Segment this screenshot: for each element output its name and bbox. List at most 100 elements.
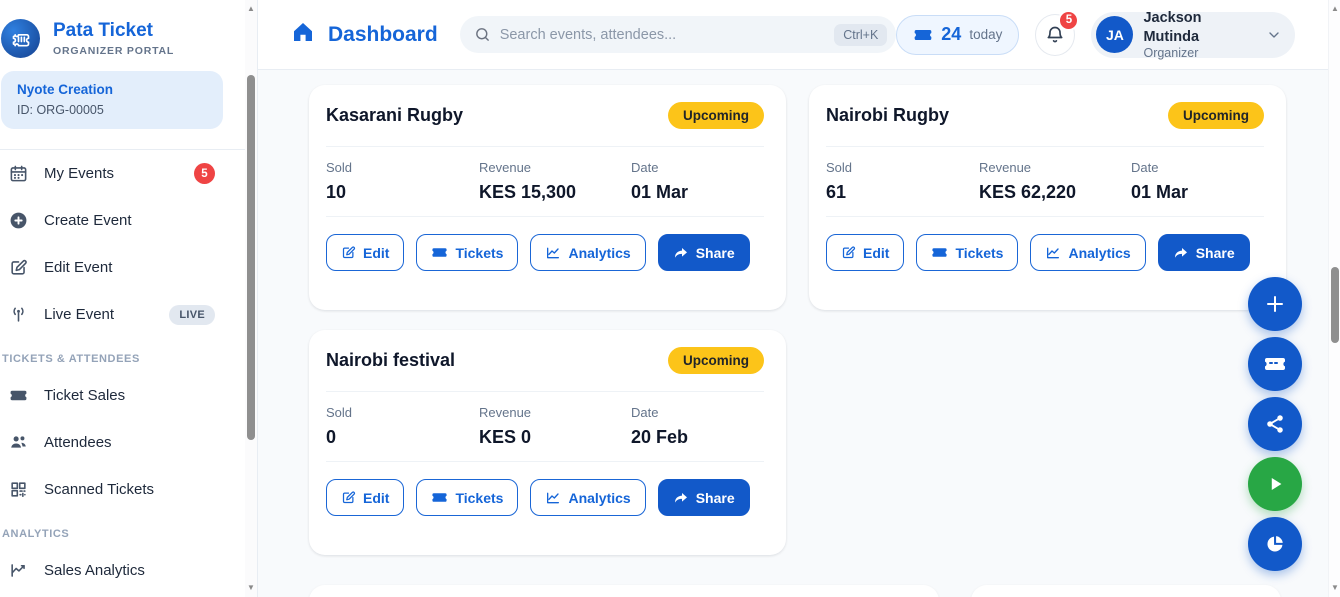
tickets-button[interactable]: Tickets (916, 234, 1019, 271)
my-events-count-badge: 5 (194, 163, 215, 184)
chevron-down-icon (1266, 27, 1282, 43)
organization-id: ID: ORG-00005 (17, 103, 104, 117)
edit-pencil-icon (8, 258, 28, 278)
revenue-label: Revenue (479, 160, 532, 175)
brand-tagline: ORGANIZER PORTAL (53, 44, 175, 57)
sidebar-item-edit-event[interactable]: Edit Event (0, 244, 245, 291)
revenue-value: KES 0 (479, 427, 532, 447)
tickets-button[interactable]: Tickets (416, 479, 519, 516)
analytics-button[interactable]: Analytics (530, 479, 646, 516)
status-badge: Upcoming (668, 347, 764, 374)
event-card-nairobi-rugby: Nairobi Rugby Upcoming Sold 61 Revenue K… (809, 85, 1286, 310)
play-icon (1264, 473, 1286, 495)
date-label: Date (1131, 160, 1159, 175)
sidebar-item-live-event[interactable]: Live Event LIVE (0, 291, 245, 338)
brand-name: Pata Ticket (53, 20, 153, 42)
brand: Pata Ticket ORGANIZER PORTAL (0, 0, 245, 66)
ticket-icon (8, 386, 28, 406)
page-scrollbar-thumb[interactable] (1331, 267, 1339, 343)
edit-button[interactable]: Edit (826, 234, 905, 271)
user-menu[interactable]: JA Jackson Mutinda Organizer (1091, 10, 1295, 60)
search-bar: Ctrl+K (459, 16, 897, 53)
analytics-button[interactable]: Analytics (530, 234, 646, 271)
fab-analytics-button[interactable] (1248, 517, 1302, 571)
share-button[interactable]: Share (657, 479, 750, 516)
tickets-today-pill[interactable]: 24 today (896, 14, 1020, 55)
sidebar-section-tickets-attendees: TICKETS & ATTENDEES (2, 353, 140, 365)
sold-value: 0 (326, 427, 337, 447)
revenue-value: KES 15,300 (479, 182, 577, 202)
scroll-up-arrow-icon[interactable]: ▲ (1331, 4, 1339, 13)
bell-icon (1045, 25, 1065, 45)
sidebar-item-sales-analytics[interactable]: Sales Analytics (0, 547, 245, 594)
scroll-down-arrow-icon[interactable]: ▼ (247, 583, 255, 592)
sold-value: 10 (326, 182, 347, 202)
edit-button[interactable]: Edit (326, 234, 405, 271)
home-icon (291, 20, 315, 49)
event-title: Kasarani Rugby (326, 105, 464, 125)
fab-live-button[interactable] (1248, 457, 1302, 511)
share-button[interactable]: Share (1157, 234, 1250, 271)
tickets-today-label: today (969, 27, 1003, 42)
tickets-today-count: 24 (941, 24, 962, 44)
scroll-up-arrow-icon[interactable]: ▲ (247, 4, 255, 13)
search-input[interactable] (499, 26, 826, 43)
page-scrollbar[interactable]: ▲ ▼ (1328, 0, 1340, 597)
plus-icon (1263, 292, 1287, 316)
calendar-icon (8, 164, 28, 184)
date-value: 01 Mar (1131, 182, 1189, 202)
fab-create-event-button[interactable] (1248, 277, 1302, 331)
users-icon (8, 433, 28, 453)
analytics-button[interactable]: Analytics (1030, 234, 1146, 271)
sold-label: Sold (826, 160, 853, 175)
scroll-down-arrow-icon[interactable]: ▼ (1331, 583, 1339, 592)
notifications-count-badge: 5 (1058, 9, 1080, 31)
sidebar-divider (0, 149, 245, 150)
search-icon (474, 26, 491, 43)
status-badge: Upcoming (1168, 102, 1264, 129)
share-button[interactable]: Share (657, 234, 750, 271)
sold-value: 61 (826, 182, 847, 202)
sidebar-item-label: Create Event (44, 212, 132, 229)
date-value: 01 Mar (631, 182, 689, 202)
sidebar-item-label: Live Event (44, 306, 115, 323)
sidebar-item-scanned-tickets[interactable]: Scanned Tickets (0, 466, 245, 513)
event-card-nairobi-festival: Nairobi festival Upcoming Sold 0 Revenue… (309, 330, 786, 555)
sidebar-item-label: Ticket Sales (44, 387, 126, 404)
main-area: Dashboard Ctrl+K 24 today (257, 0, 1328, 597)
event-title: Nairobi Rugby (826, 105, 950, 125)
sidebar-item-create-event[interactable]: Create Event (0, 197, 245, 244)
status-badge: Upcoming (668, 102, 764, 129)
revenue-label: Revenue (979, 160, 1032, 175)
user-name: Jackson Mutinda (1143, 10, 1202, 45)
broadcast-icon (8, 305, 28, 325)
organization-card[interactable]: Nyote Creation ID: ORG-00005 (1, 71, 223, 129)
date-label: Date (631, 160, 659, 175)
pie-chart-icon (1265, 534, 1285, 554)
sidebar-item-label: My Events (44, 165, 115, 182)
partial-card (971, 585, 1281, 597)
sidebar-item-attendees[interactable]: Attendees (0, 419, 245, 466)
sidebar-item-ticket-sales[interactable]: Ticket Sales (0, 372, 245, 419)
sidebar-item-label: Scanned Tickets (44, 481, 155, 498)
sidebar-item-my-events[interactable]: My Events 5 (0, 150, 245, 197)
top-header: Dashboard Ctrl+K 24 today (258, 0, 1328, 70)
notifications-button[interactable]: 5 (1035, 9, 1080, 56)
sold-label: Sold (326, 160, 353, 175)
revenue-label: Revenue (479, 405, 532, 420)
tickets-button[interactable]: Tickets (416, 234, 519, 271)
live-badge: LIVE (169, 304, 215, 325)
share-nodes-icon (1264, 413, 1286, 435)
fab-tickets-button[interactable] (1248, 337, 1302, 391)
line-chart-icon (8, 561, 28, 581)
fab-share-button[interactable] (1248, 397, 1302, 451)
dashboard-content: Kasarani Rugby Upcoming Sold 10 Revenue … (258, 70, 1328, 597)
edit-button[interactable]: Edit (326, 479, 405, 516)
sidebar-scrollbar[interactable]: ▲ ▼ (245, 0, 257, 597)
sidebar-scrollbar-thumb[interactable] (247, 75, 255, 440)
sidebar-item-label: Sales Analytics (44, 562, 145, 579)
sidebar-item-label: Attendees (44, 434, 112, 451)
brand-logo-ticket-icon (1, 19, 40, 58)
qr-code-icon (8, 480, 28, 500)
partial-card (309, 585, 939, 597)
